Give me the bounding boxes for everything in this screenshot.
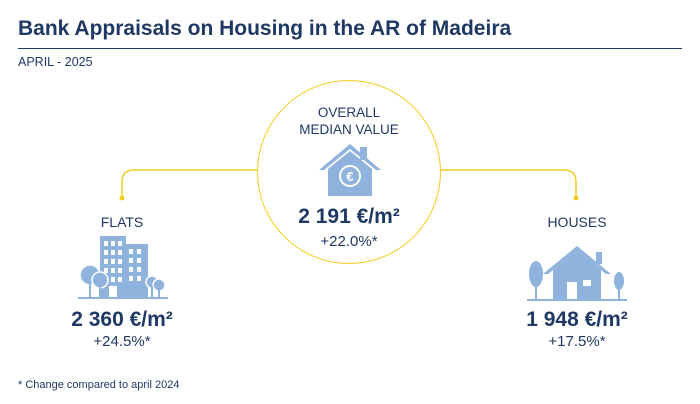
- overall-change: +22.0%*: [320, 233, 378, 250]
- houses-label: HOUSES: [547, 214, 607, 230]
- flats-value: 2 360 €/m²: [71, 308, 173, 331]
- houses-change: +17.5%*: [548, 333, 606, 350]
- page-subtitle: APRIL - 2025: [18, 55, 93, 69]
- title-divider: [18, 48, 682, 49]
- flats-change: +24.5%*: [93, 333, 151, 350]
- footnote: * Change compared to april 2024: [18, 379, 180, 391]
- overall-label: OVERALL MEDIAN VALUE: [257, 104, 441, 138]
- overall-value: 2 191 €/m²: [298, 205, 400, 228]
- overall-label-line2: MEDIAN VALUE: [299, 122, 399, 137]
- page-title: Bank Appraisals on Housing in the AR of …: [18, 17, 512, 40]
- euro-house-icon: €: [319, 144, 381, 196]
- houses-value: 1 948 €/m²: [526, 308, 628, 331]
- overall-circle: [257, 80, 441, 264]
- apartment-building-icon: [78, 236, 168, 299]
- house-with-trees-icon: [527, 246, 627, 301]
- svg-text:€: €: [346, 169, 353, 184]
- flats-label: FLATS: [100, 214, 144, 230]
- overall-label-line1: OVERALL: [317, 105, 381, 120]
